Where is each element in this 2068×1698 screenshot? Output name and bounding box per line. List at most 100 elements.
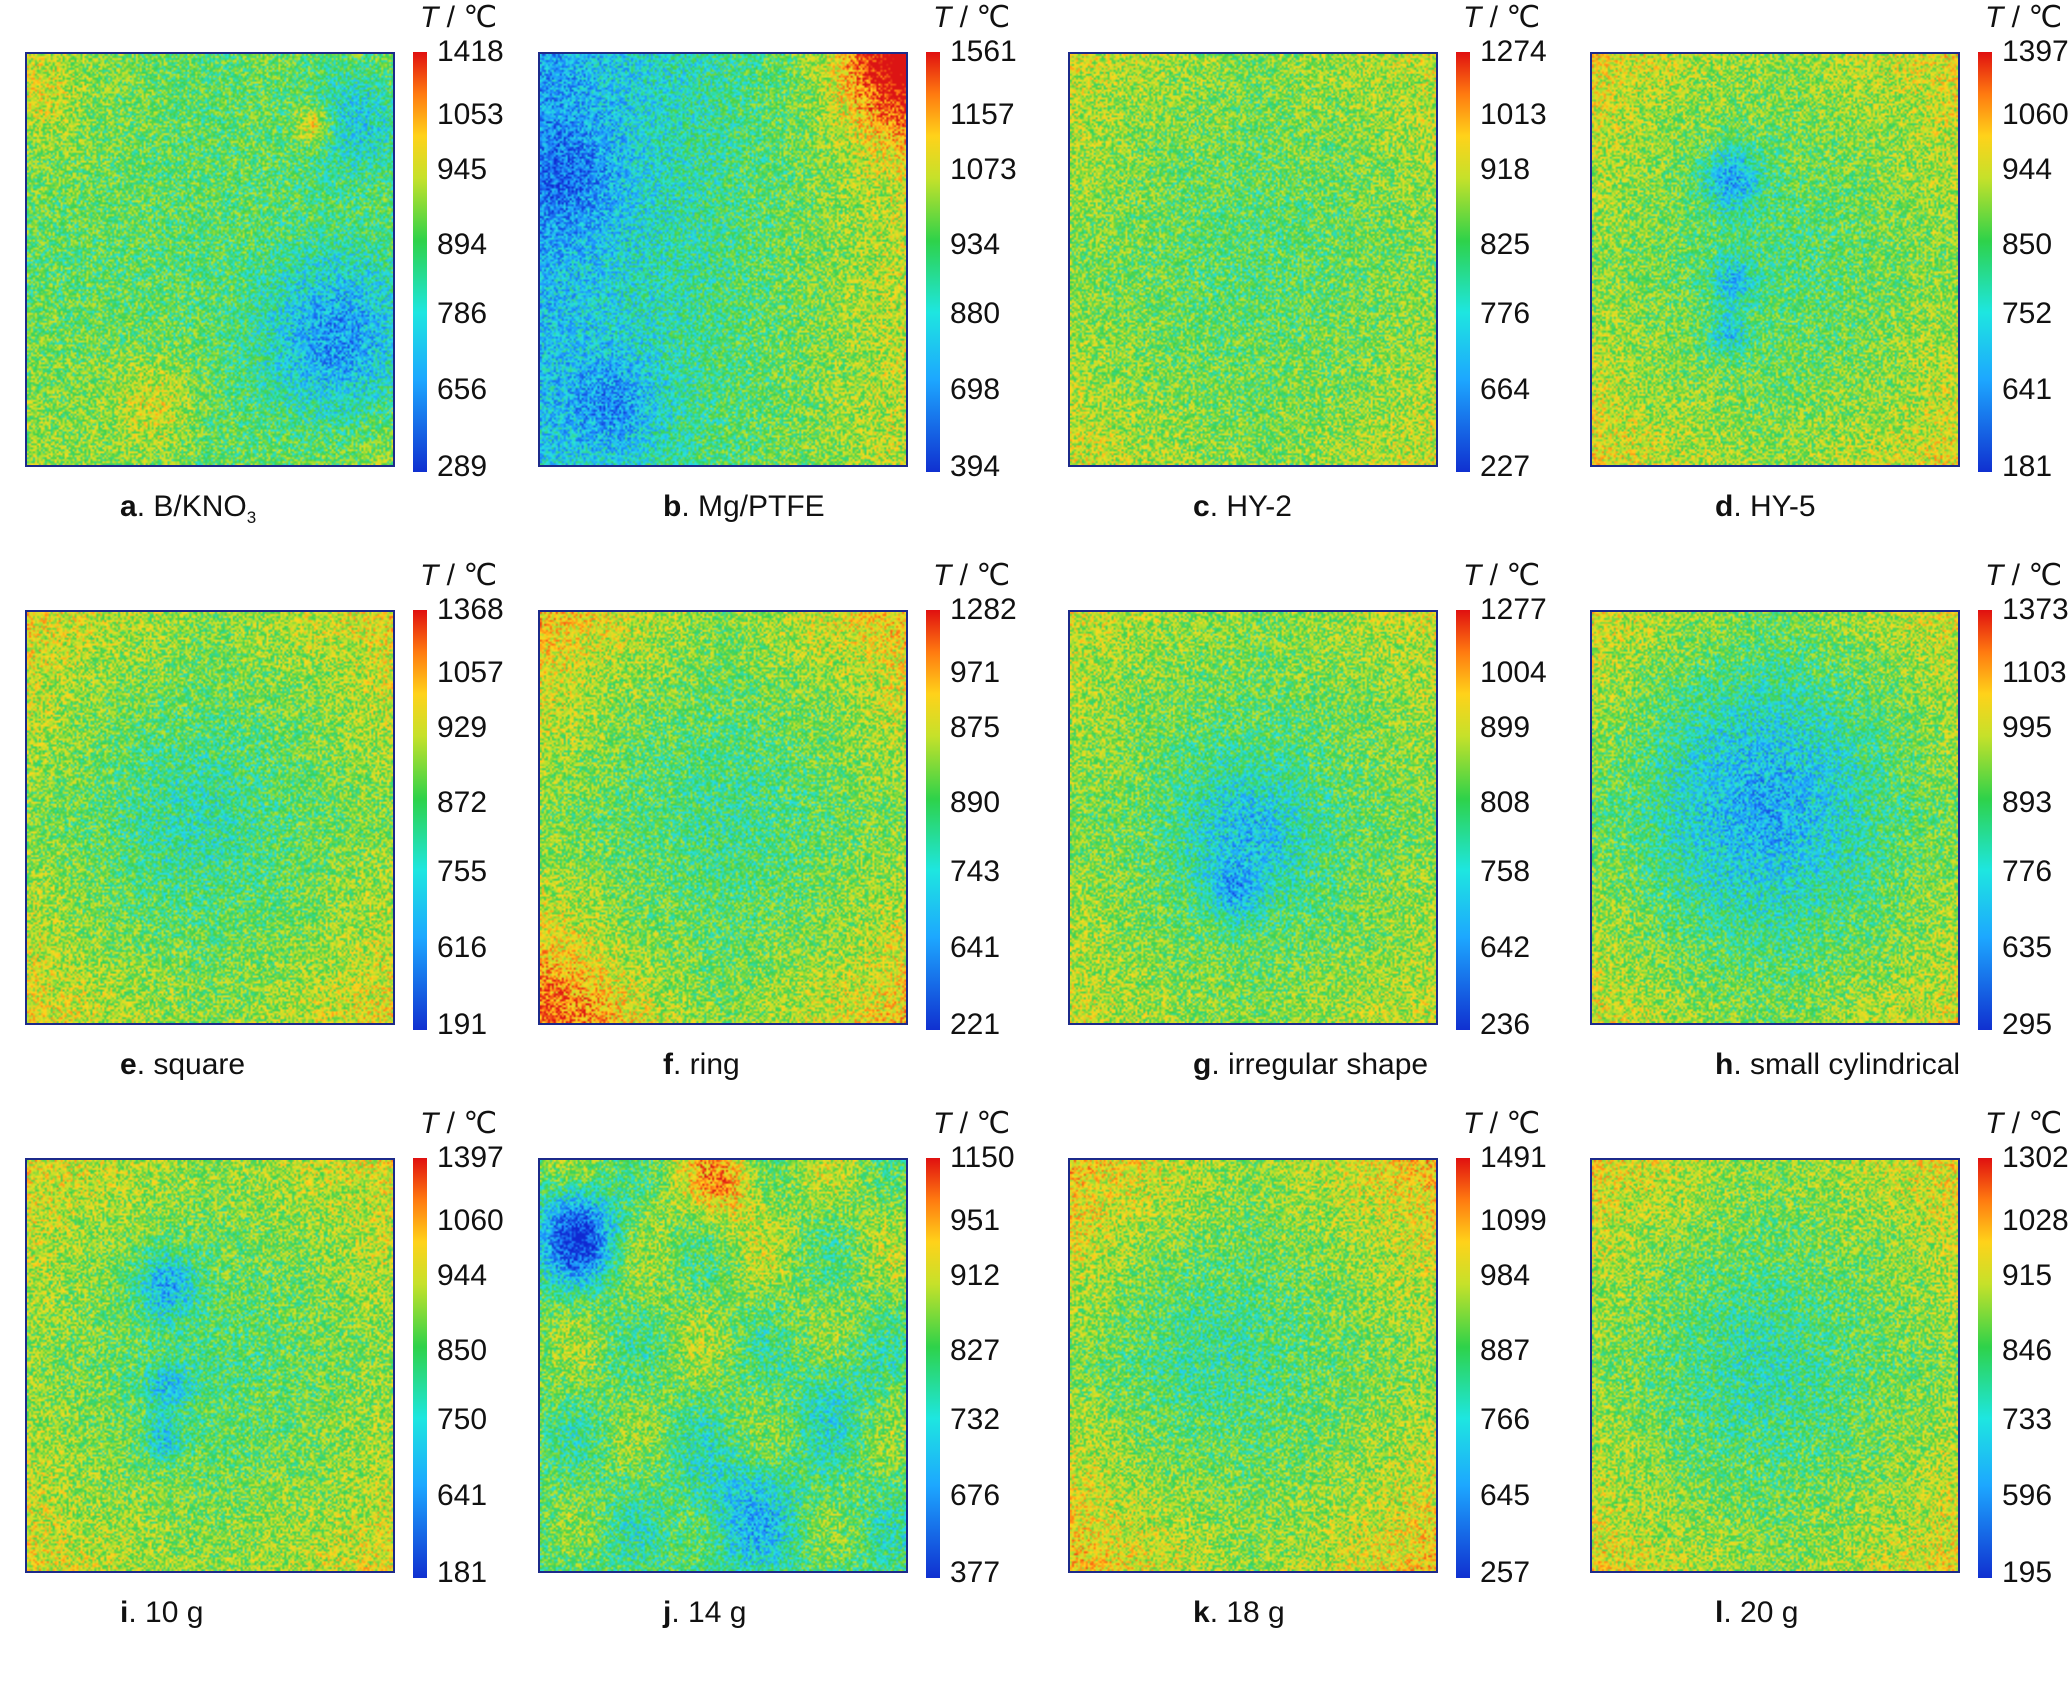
thermal-map-d (1592, 54, 1958, 465)
thermal-map-a (27, 54, 393, 465)
colorbar-tick-label: 289 (437, 450, 488, 483)
colorbar-tick-label: 890 (950, 786, 1001, 819)
colorbar-tick-label: 1073 (950, 153, 1017, 186)
colorbar-unit-f: T / ℃ (933, 558, 1010, 593)
panel-label: . ring (673, 1048, 740, 1081)
panel-letter: j (663, 1596, 672, 1629)
colorbar-tick-label: 195 (2002, 1556, 2053, 1589)
colorbar-tick-label: 1561 (950, 35, 1017, 68)
colorbar-tick-label: 786 (437, 297, 488, 330)
colorbar-tick-label: 1277 (1480, 593, 1547, 626)
panel-label: . HY-5 (1733, 490, 1816, 523)
panel-label: . B/KNO (136, 490, 247, 523)
colorbar-tick-label: 1060 (437, 1204, 504, 1237)
thermal-map-l (1592, 1160, 1958, 1571)
panel-i: T / ℃ 1397 1060 944 850 750 641 181 i. 10 g (25, 1107, 525, 1698)
colorbar-tick-label: 850 (2002, 228, 2053, 261)
panel-letter: k (1193, 1596, 1210, 1629)
panel-e: T / ℃ 1368 1057 929 872 755 616 191 e. square (25, 559, 525, 1150)
unit-text: / ℃ (2003, 1107, 2063, 1140)
panel-g: T / ℃ 1277 1004 899 808 758 642 236 g. irregular… (1068, 559, 1568, 1150)
colorbar-g (1456, 610, 1470, 1030)
panel-letter: c (1193, 490, 1210, 523)
colorbar-tick-label: 1491 (1480, 1141, 1547, 1174)
colorbar-tick-label: 616 (437, 931, 488, 964)
unit-symbol: T (1985, 1107, 2004, 1140)
colorbar-tick-label: 732 (950, 1403, 1001, 1436)
colorbar-tick-label: 394 (950, 450, 1001, 483)
colorbar-tick-label: 944 (2002, 153, 2053, 186)
unit-symbol: T (1463, 1107, 1482, 1140)
colorbar-tick-label: 934 (950, 228, 1001, 261)
colorbar-tick-label: 808 (1480, 786, 1531, 819)
thermal-image-e (25, 610, 395, 1025)
panel-label: . 10 g (128, 1596, 204, 1629)
panel-label: . Mg/PTFE (681, 490, 825, 523)
colorbar-tick-label: 377 (950, 1556, 1001, 1589)
panel-caption-c: c. HY-2 (1193, 490, 1292, 524)
colorbar-unit-e: T / ℃ (420, 558, 497, 593)
panel-label: . square (136, 1048, 246, 1081)
panel-letter: g (1193, 1048, 1212, 1081)
panel-caption-d: d. HY-5 (1715, 490, 1816, 524)
colorbar-tick-label: 227 (1480, 450, 1531, 483)
colorbar-tick-label: 971 (950, 656, 1001, 689)
colorbar-tick-label: 1060 (2002, 98, 2068, 131)
unit-text: / ℃ (438, 1107, 498, 1140)
unit-symbol: T (1985, 559, 2004, 592)
thermal-map-j (540, 1160, 906, 1571)
thermal-map-f (540, 612, 906, 1023)
colorbar-tick-label: 918 (1480, 153, 1531, 186)
unit-text: / ℃ (1481, 1107, 1541, 1140)
panel-caption-l: l. 20 g (1715, 1596, 1798, 1630)
colorbar-tick-label: 929 (437, 711, 488, 744)
thermal-image-a (25, 52, 395, 467)
colorbar-k (1456, 1158, 1470, 1578)
panel-caption-e: e. square (120, 1048, 245, 1082)
panel-label: . irregular shape (1211, 1048, 1429, 1081)
colorbar-tick-label: 596 (2002, 1479, 2053, 1512)
colorbar-tick-label: 1150 (950, 1141, 1015, 1174)
colorbar-unit-c: T / ℃ (1463, 0, 1540, 35)
colorbar-tick-label: 635 (2002, 931, 2053, 964)
colorbar-tick-label: 951 (950, 1204, 1001, 1237)
colorbar-tick-label: 743 (950, 855, 1001, 888)
thermal-map-k (1070, 1160, 1436, 1571)
colorbar-tick-label: 915 (2002, 1259, 2053, 1292)
unit-symbol: T (420, 559, 439, 592)
panel-label: . HY-2 (1209, 490, 1292, 523)
unit-text: / ℃ (951, 1, 1011, 34)
unit-symbol: T (420, 1107, 439, 1140)
panel-letter: b (663, 490, 682, 523)
colorbar-tick-label: 755 (437, 855, 488, 888)
thermal-figure: { "unit_symbol": "T", "unit_rest": " / ℃… (25, 0, 2068, 1629)
colorbar-unit-l: T / ℃ (1985, 1106, 2062, 1141)
colorbar-tick-label: 1004 (1480, 656, 1547, 689)
colorbar-tick-label: 1373 (2002, 593, 2068, 626)
panel-label: . 18 g (1209, 1596, 1285, 1629)
colorbar-tick-label: 945 (437, 153, 488, 186)
colorbar-tick-label: 872 (437, 786, 488, 819)
colorbar-b (926, 52, 940, 472)
thermal-image-c (1068, 52, 1438, 467)
colorbar-tick-label: 912 (950, 1259, 1001, 1292)
colorbar-tick-label: 1302 (2002, 1141, 2068, 1174)
colorbar-tick-label: 899 (1480, 711, 1531, 744)
colorbar-tick-label: 1282 (950, 593, 1017, 626)
colorbar-tick-label: 221 (950, 1008, 1001, 1041)
colorbar-tick-label: 944 (437, 1259, 488, 1292)
unit-symbol: T (933, 1107, 952, 1140)
colorbar-tick-label: 776 (1480, 297, 1531, 330)
panel-caption-b: b. Mg/PTFE (663, 490, 825, 524)
colorbar-tick-label: 181 (2002, 450, 2053, 483)
thermal-image-d (1590, 52, 1960, 467)
panel-letter: i (120, 1596, 129, 1629)
colorbar-unit-d: T / ℃ (1985, 0, 2062, 35)
thermal-image-i (25, 1158, 395, 1573)
panel-letter: f (663, 1048, 673, 1081)
colorbar-j (926, 1158, 940, 1578)
panel-letter: h (1715, 1048, 1734, 1081)
thermal-map-c (1070, 54, 1436, 465)
colorbar-tick-label: 257 (1480, 1556, 1531, 1589)
colorbar-tick-label: 645 (1480, 1479, 1531, 1512)
